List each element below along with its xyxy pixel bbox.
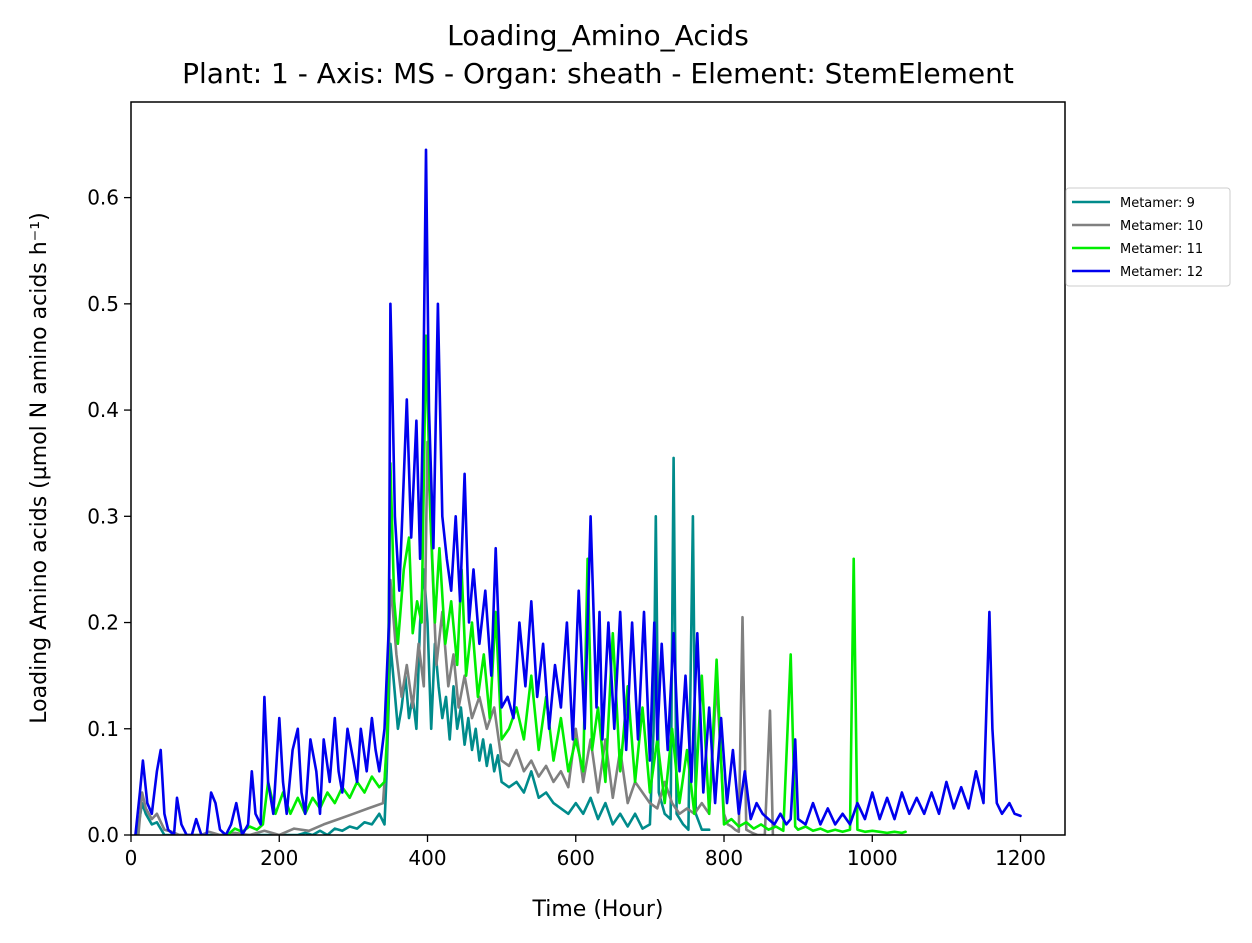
x-tick-label: 0 xyxy=(125,846,138,870)
y-tick-label: 0.0 xyxy=(87,823,119,847)
x-tick-label: 400 xyxy=(408,846,446,870)
x-axis: 0 200 400 600 800 1000 1200 xyxy=(125,835,1046,870)
x-tick-label: 1000 xyxy=(847,846,898,870)
series-line-metamer-10 xyxy=(137,440,775,835)
x-tick-label: 1200 xyxy=(995,846,1046,870)
plot-area xyxy=(134,148,1022,835)
y-tick-label: 0.1 xyxy=(87,717,119,741)
legend-entry-label: Metamer: 10 xyxy=(1120,219,1203,234)
legend-entry-label: Metamer: 9 xyxy=(1120,196,1195,211)
y-axis: 0.0 0.1 0.2 0.3 0.4 0.5 0.6 xyxy=(87,186,131,847)
chart-title: Loading_Amino_Acids xyxy=(447,19,749,52)
y-tick-label: 0.4 xyxy=(87,398,119,422)
plot-frame xyxy=(130,101,1066,836)
y-tick-label: 0.2 xyxy=(87,611,119,635)
x-axis-label: Time (Hour) xyxy=(532,897,664,922)
legend: Metamer: 9 Metamer: 10 Metamer: 11 Metamer:… xyxy=(1065,187,1231,287)
x-tick-label: 200 xyxy=(260,846,298,870)
chart-subtitle: Plant: 1 - Axis: MS - Organ: sheath - El… xyxy=(182,57,1014,90)
legend-entry-label: Metamer: 11 xyxy=(1120,242,1203,257)
legend-box xyxy=(1065,187,1231,287)
y-tick-label: 0.5 xyxy=(87,292,119,316)
y-tick-label: 0.3 xyxy=(87,504,119,528)
y-axis-label: Loading Amino acids (µmol N amino acids … xyxy=(27,212,52,723)
x-tick-label: 600 xyxy=(557,846,595,870)
series-line-metamer-12 xyxy=(134,148,1022,835)
y-tick-label: 0.6 xyxy=(87,186,119,210)
x-tick-label: 800 xyxy=(705,846,743,870)
legend-entry-label: Metamer: 12 xyxy=(1120,265,1203,280)
